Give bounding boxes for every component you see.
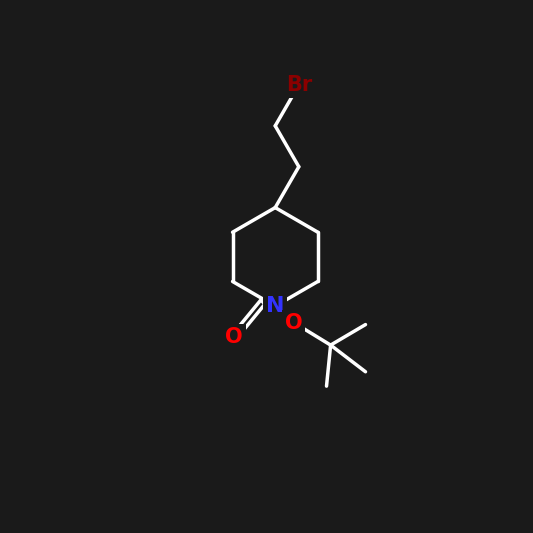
Text: O: O — [285, 312, 303, 333]
Text: O: O — [225, 327, 243, 347]
Text: N: N — [266, 296, 285, 316]
Text: Br: Br — [286, 75, 312, 95]
